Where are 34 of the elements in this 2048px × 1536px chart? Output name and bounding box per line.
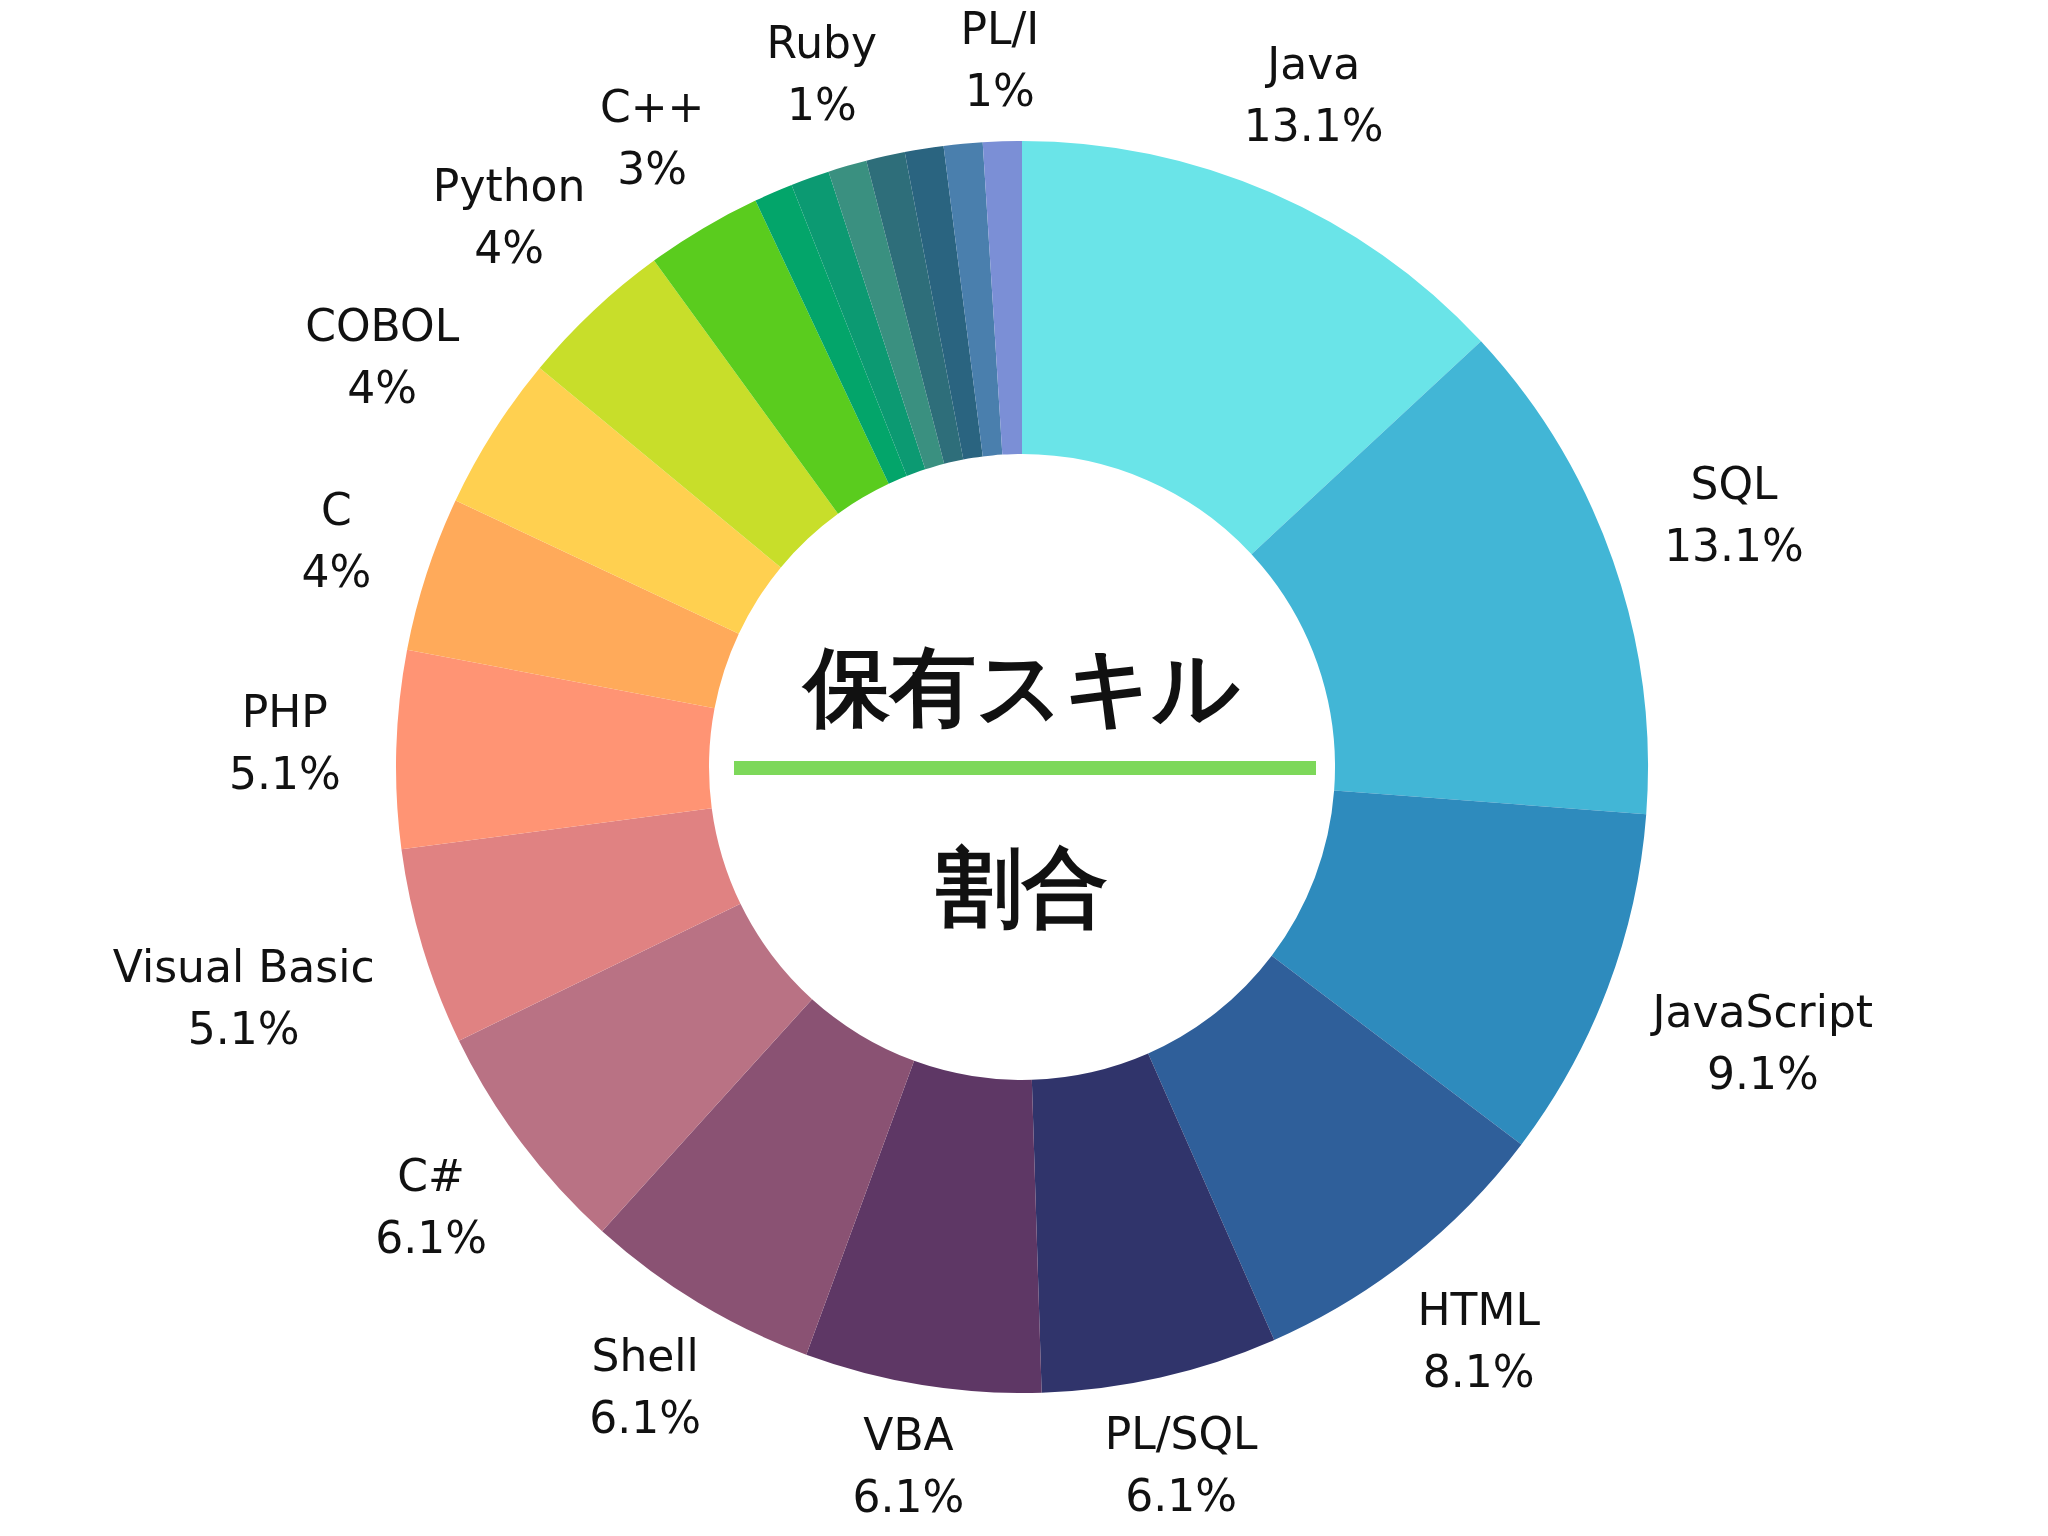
data-label: 6.1% bbox=[852, 1470, 965, 1522]
slice-label: Visual Basic bbox=[112, 940, 375, 992]
data-label: 13.1% bbox=[1243, 100, 1384, 152]
slice-label: PL/SQL bbox=[1104, 1407, 1259, 1459]
data-label: 4% bbox=[301, 545, 372, 597]
slice-label: VBA bbox=[863, 1408, 954, 1460]
data-label: 6.1% bbox=[375, 1212, 488, 1264]
data-label: 5.1% bbox=[187, 1002, 300, 1054]
data-label: 8.1% bbox=[1422, 1345, 1535, 1397]
slice-label: C++ bbox=[599, 81, 705, 133]
data-label: 13.1% bbox=[1664, 519, 1804, 571]
data-label: 4% bbox=[347, 362, 418, 414]
slice-label: SQL bbox=[1690, 457, 1779, 509]
slice-label: C bbox=[320, 483, 352, 535]
slice-label: Ruby bbox=[766, 17, 878, 69]
slice-label: Python bbox=[432, 160, 586, 212]
slice-label: C# bbox=[397, 1150, 465, 1202]
data-label: 6.1% bbox=[589, 1392, 702, 1444]
data-label: 6.1% bbox=[1125, 1469, 1238, 1521]
slice-label: PL/I bbox=[960, 2, 1040, 54]
text: 保有スキル bbox=[801, 636, 1241, 739]
data-label: 9.1% bbox=[1706, 1048, 1819, 1100]
slice-label: PHP bbox=[241, 685, 328, 737]
data-label: 3% bbox=[617, 143, 688, 195]
slice-label: HTML bbox=[1417, 1283, 1541, 1335]
slice-label: COBOL bbox=[305, 300, 460, 352]
data-label: 4% bbox=[474, 222, 545, 274]
data-label: 5.1% bbox=[228, 747, 341, 799]
data-label: 1% bbox=[964, 64, 1035, 116]
slice-label: Java bbox=[1264, 38, 1361, 90]
text: 割合 bbox=[935, 836, 1109, 939]
slice-label: JavaScript bbox=[1649, 986, 1874, 1038]
slice-label: Shell bbox=[591, 1330, 699, 1382]
data-label: 1% bbox=[786, 79, 857, 131]
